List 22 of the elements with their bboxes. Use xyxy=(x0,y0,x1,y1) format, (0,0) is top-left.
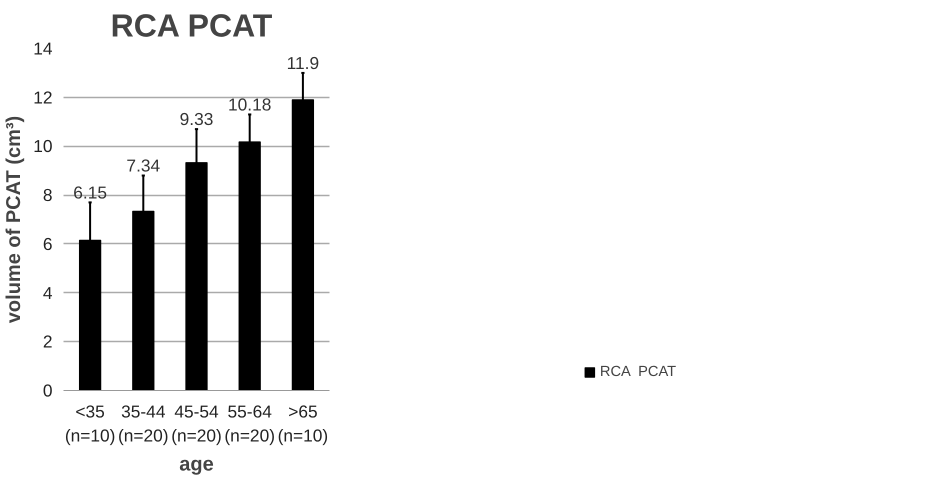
x-tick-label: <35 (n=10) xyxy=(64,402,116,446)
data-label: 9.33 xyxy=(180,109,214,130)
y-tick-label: 6 xyxy=(42,234,53,254)
legend-label: RCA PCAT xyxy=(600,364,676,380)
y-tick-label: 8 xyxy=(42,185,53,206)
y-tick-label: 0 xyxy=(42,380,53,400)
x-axis-title: age xyxy=(179,454,214,476)
chart-title: RCA PCAT xyxy=(110,8,273,44)
y-tick-label: 2 xyxy=(42,332,53,352)
y-tick-label: 14 xyxy=(33,38,53,58)
y-tick-label: 4 xyxy=(42,282,53,303)
x-tick-label: 35-44 (n=20) xyxy=(118,402,169,446)
data-label: 6.15 xyxy=(73,182,107,202)
y-tick-label: 10 xyxy=(33,136,53,156)
data-label: 11.9 xyxy=(286,52,320,73)
y-axis-title: volume of PCAT (cm³) xyxy=(3,116,26,324)
data-label: 7.34 xyxy=(126,156,161,176)
x-tick-label: 45-54 (n=20) xyxy=(171,402,222,446)
data-label: 10.18 xyxy=(228,94,272,114)
x-tick-label: >65 (n=10) xyxy=(278,402,328,446)
y-tick-label: 12 xyxy=(33,87,53,108)
x-tick-label: 55-64 (n=20) xyxy=(224,402,275,446)
